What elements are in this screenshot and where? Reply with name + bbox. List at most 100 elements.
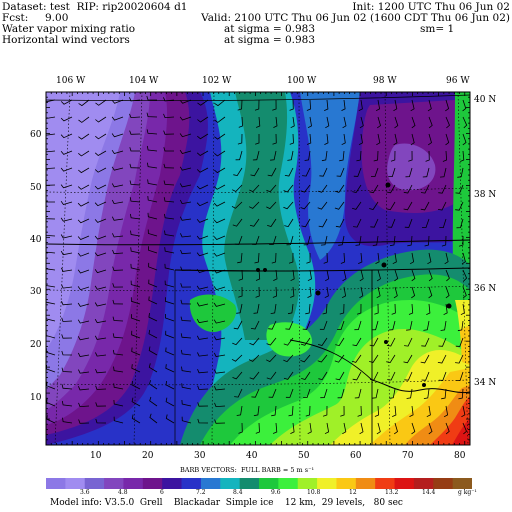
wind-barb (266, 371, 277, 380)
colorbar-swatch (220, 478, 241, 489)
wind-barb (255, 116, 261, 128)
wind-barb (290, 422, 295, 434)
wind-barb (238, 269, 243, 281)
wind-barb (234, 388, 243, 398)
wind-barb (148, 313, 158, 322)
wind-barb (94, 319, 107, 324)
wind-barb (325, 116, 330, 129)
wind-barb (164, 213, 175, 220)
wind-barb (445, 269, 450, 282)
wind-barb (214, 419, 226, 424)
wind-barb (129, 147, 140, 152)
wind-barb (441, 235, 447, 247)
wind-barb (130, 213, 141, 220)
wind-barb (266, 184, 277, 193)
wind-barb (213, 252, 226, 257)
wind-barb (232, 218, 243, 227)
wind-barb (60, 267, 73, 272)
wind-barb (386, 184, 396, 194)
wind-barb (324, 133, 329, 145)
moisture-field (46, 92, 470, 445)
colorbar-swatch (278, 478, 299, 489)
wind-barb (214, 133, 226, 140)
wind-barb (147, 162, 158, 169)
wind-barb (147, 229, 158, 237)
wind-barb (77, 218, 90, 224)
wind-barb (300, 184, 311, 193)
wind-barb (165, 313, 175, 322)
colorbar-swatch (46, 478, 66, 489)
wind-barb (394, 116, 399, 129)
wind-barb (411, 116, 416, 129)
wind-barb (390, 150, 396, 162)
wind-barb (370, 167, 379, 177)
wind-barb (77, 352, 90, 357)
wind-barb (457, 167, 464, 178)
wind-barb (163, 163, 175, 169)
wind-barb (283, 354, 294, 363)
wind-barb (130, 230, 141, 237)
wind-barb (323, 252, 328, 264)
wind-barb (407, 235, 413, 247)
colorbar-swatch (297, 478, 318, 489)
wind-barb (290, 286, 295, 298)
wind-barb (386, 354, 396, 364)
wind-barb (439, 167, 447, 178)
x-tick: 40 (246, 451, 258, 461)
wind-barb (196, 150, 209, 156)
wind-barb (62, 417, 73, 424)
wind-barb (95, 402, 107, 407)
y-tick: 50 (30, 183, 42, 193)
wind-barb (461, 405, 466, 418)
wind-barb (77, 184, 90, 190)
wind-barb (301, 218, 311, 228)
wind-barb (445, 116, 450, 129)
wind-barb (61, 350, 73, 356)
wind-barb (213, 336, 226, 341)
wind-barb (196, 252, 209, 257)
wind-barb (214, 386, 226, 391)
wind-barb (437, 354, 447, 364)
wind-barb (267, 218, 277, 227)
wind-barb (317, 201, 328, 210)
wind-barb (232, 337, 243, 346)
wind-barb (111, 166, 124, 171)
wind-barb (146, 95, 158, 101)
wind-barb (423, 320, 430, 331)
wind-barb (77, 235, 90, 240)
colorbar-label: 9.6 (271, 489, 281, 496)
colorbar-swatch (84, 478, 105, 489)
frame-ticks (45, 92, 470, 446)
wind-barb (112, 266, 124, 271)
wind-barb (46, 250, 56, 254)
wind-barb (164, 230, 175, 237)
wind-barb (197, 402, 209, 407)
wind-barb (426, 303, 431, 315)
wind-barb (393, 422, 398, 435)
wind-barb (77, 302, 90, 307)
wind-barb (78, 133, 90, 140)
wind-barb (420, 184, 430, 194)
wind-barb (369, 354, 379, 363)
wind-barb (438, 371, 447, 381)
wind-barb (196, 302, 209, 307)
wind-barb (409, 252, 415, 265)
wind-barb (266, 354, 277, 363)
wind-barb (283, 201, 294, 210)
wind-barb (324, 286, 329, 299)
wind-barb (163, 197, 175, 203)
wind-barb (250, 320, 260, 330)
wind-barb (60, 133, 73, 139)
wind-barb (197, 99, 209, 106)
wind-barb (421, 371, 430, 381)
smoothing-label: sm= 1 (420, 23, 455, 35)
colorbar (46, 478, 472, 489)
wind-barb (406, 320, 413, 331)
wind-barb (130, 297, 141, 305)
wind-barb (251, 388, 260, 398)
wind-barb (284, 167, 294, 177)
wind-barb (148, 363, 158, 373)
wind-barb (249, 184, 260, 193)
wind-barb (180, 333, 192, 339)
wind-barb (94, 201, 107, 207)
